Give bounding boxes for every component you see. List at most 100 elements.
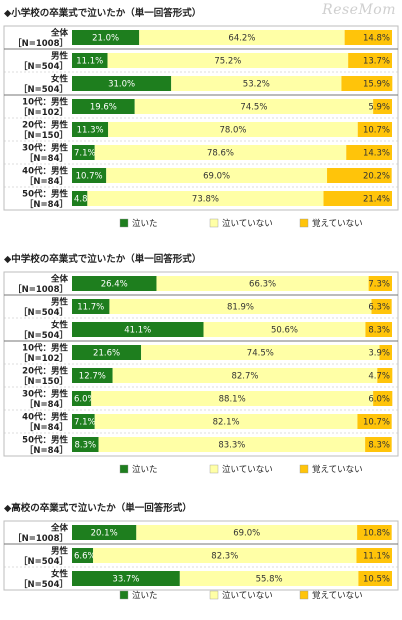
legend-label: 覚えていない <box>312 218 363 229</box>
chart-frame <box>3 520 399 591</box>
data-label: 20.1% <box>91 529 118 539</box>
bar-segment <box>94 414 358 429</box>
data-label: 82.3% <box>211 552 238 562</box>
bar-segment <box>106 168 328 183</box>
bar-segment <box>98 437 366 452</box>
data-label: 5.9% <box>368 103 390 113</box>
bar-segment <box>357 414 392 429</box>
data-label: 75.2% <box>214 57 241 67</box>
data-label: 6.6% <box>74 552 96 562</box>
legend-swatch <box>299 464 309 474</box>
category-n-label: ［N=84］ <box>25 176 68 187</box>
data-label: 69.0% <box>233 529 260 539</box>
bar-segment <box>357 525 392 540</box>
bar-segment <box>94 145 347 160</box>
category-n-label: ［N=84］ <box>25 422 68 433</box>
bar-segment <box>93 548 357 563</box>
data-label: 10.5% <box>363 575 390 585</box>
category-label: 20代：男性 <box>22 366 68 377</box>
legend-label: 覚えていない <box>312 464 363 475</box>
data-label: 74.5% <box>247 349 274 359</box>
bar-segment <box>171 76 342 91</box>
data-label: 10.7% <box>76 172 103 182</box>
bar-segment <box>72 368 113 383</box>
category-label: 男性 <box>51 297 69 308</box>
data-label: 14.8% <box>363 34 390 44</box>
data-label: 13.7% <box>363 57 390 67</box>
legend-label: 泣いていない <box>222 218 273 229</box>
data-label: 10.7% <box>363 418 390 428</box>
category-label: 40代：男性 <box>22 412 68 423</box>
data-label: 53.2% <box>243 80 270 90</box>
data-label: 21.0% <box>92 34 119 44</box>
category-n-label: ［N=504］ <box>19 307 68 318</box>
category-n-label: ［N=84］ <box>25 399 68 410</box>
chart-title: ◆小学校の卒業式で泣いたか（単一回答形式） <box>4 7 201 19</box>
category-label: 全体 <box>50 28 69 39</box>
legend-label: 泣いていない <box>222 590 273 601</box>
data-label: 14.3% <box>363 149 390 159</box>
bar-segment <box>179 571 359 586</box>
data-label: 15.9% <box>363 80 390 90</box>
bar-segment <box>72 345 142 360</box>
bar-segment <box>327 168 392 183</box>
category-label: 50代：男性 <box>22 189 68 200</box>
data-label: 64.2% <box>228 34 255 44</box>
data-label: 21.6% <box>93 349 120 359</box>
bar-segment <box>72 571 180 586</box>
bar-segment <box>134 99 374 114</box>
category-n-label: ［N=1008］ <box>13 284 68 295</box>
data-label: 69.0% <box>203 172 230 182</box>
category-label: 40代：男性 <box>22 166 68 177</box>
bar-segment <box>107 53 349 68</box>
legend-label: 泣いた <box>132 218 158 229</box>
legend-label: 泣いた <box>132 590 158 601</box>
data-label: 19.6% <box>90 103 117 113</box>
category-label: 10代：男性 <box>22 343 68 354</box>
data-label: 20.2% <box>363 172 390 182</box>
chart-title: ◆高校の卒業式で泣いたか（単一回答形式） <box>4 502 192 514</box>
legend-swatch <box>119 218 129 228</box>
category-label: 20代：男性 <box>22 120 68 131</box>
bar-segment <box>72 191 88 206</box>
bar-segment <box>141 345 380 360</box>
bar-segment <box>358 571 392 586</box>
category-n-label: ［N=84］ <box>25 153 68 164</box>
bar-segment <box>203 322 366 337</box>
category-label: 男性 <box>51 546 69 557</box>
category-n-label: ［N=150］ <box>19 130 68 141</box>
data-label: 66.3% <box>249 280 276 290</box>
legend-label: 泣いた <box>132 464 158 475</box>
bar-segment <box>72 99 135 114</box>
legend-swatch <box>119 590 129 600</box>
bar-segment <box>136 525 358 540</box>
data-label: 4.7% <box>368 372 390 382</box>
category-n-label: ［N=102］ <box>19 107 68 118</box>
bar-segment <box>373 99 392 114</box>
bar-segment <box>139 30 345 45</box>
bar-segment <box>357 122 392 137</box>
legend-swatch <box>299 590 309 600</box>
legend-swatch <box>299 218 309 228</box>
data-label: 11.1% <box>76 57 103 67</box>
bar-segment <box>72 168 107 183</box>
category-label: 30代：男性 <box>22 143 68 154</box>
category-label: 全体 <box>50 523 69 534</box>
data-label: 78.0% <box>219 126 246 136</box>
data-label: 10.8% <box>363 529 390 539</box>
data-label: 33.7% <box>112 575 139 585</box>
data-label: 78.6% <box>207 149 234 159</box>
category-n-label: ［N=1008］ <box>13 533 68 544</box>
bar-segment <box>373 391 393 406</box>
data-label: 74.5% <box>240 103 267 113</box>
category-n-label: ［N=504］ <box>19 556 68 567</box>
data-label: 26.4% <box>101 280 128 290</box>
category-label: 10代：男性 <box>22 97 68 108</box>
legend-swatch <box>119 464 129 474</box>
data-label: 3.9% <box>368 349 390 359</box>
category-label: 30代：男性 <box>22 389 68 400</box>
bar-segment <box>72 391 92 406</box>
category-n-label: ［N=84］ <box>25 445 68 456</box>
bar-segment <box>72 122 109 137</box>
bar-segment <box>72 525 137 540</box>
